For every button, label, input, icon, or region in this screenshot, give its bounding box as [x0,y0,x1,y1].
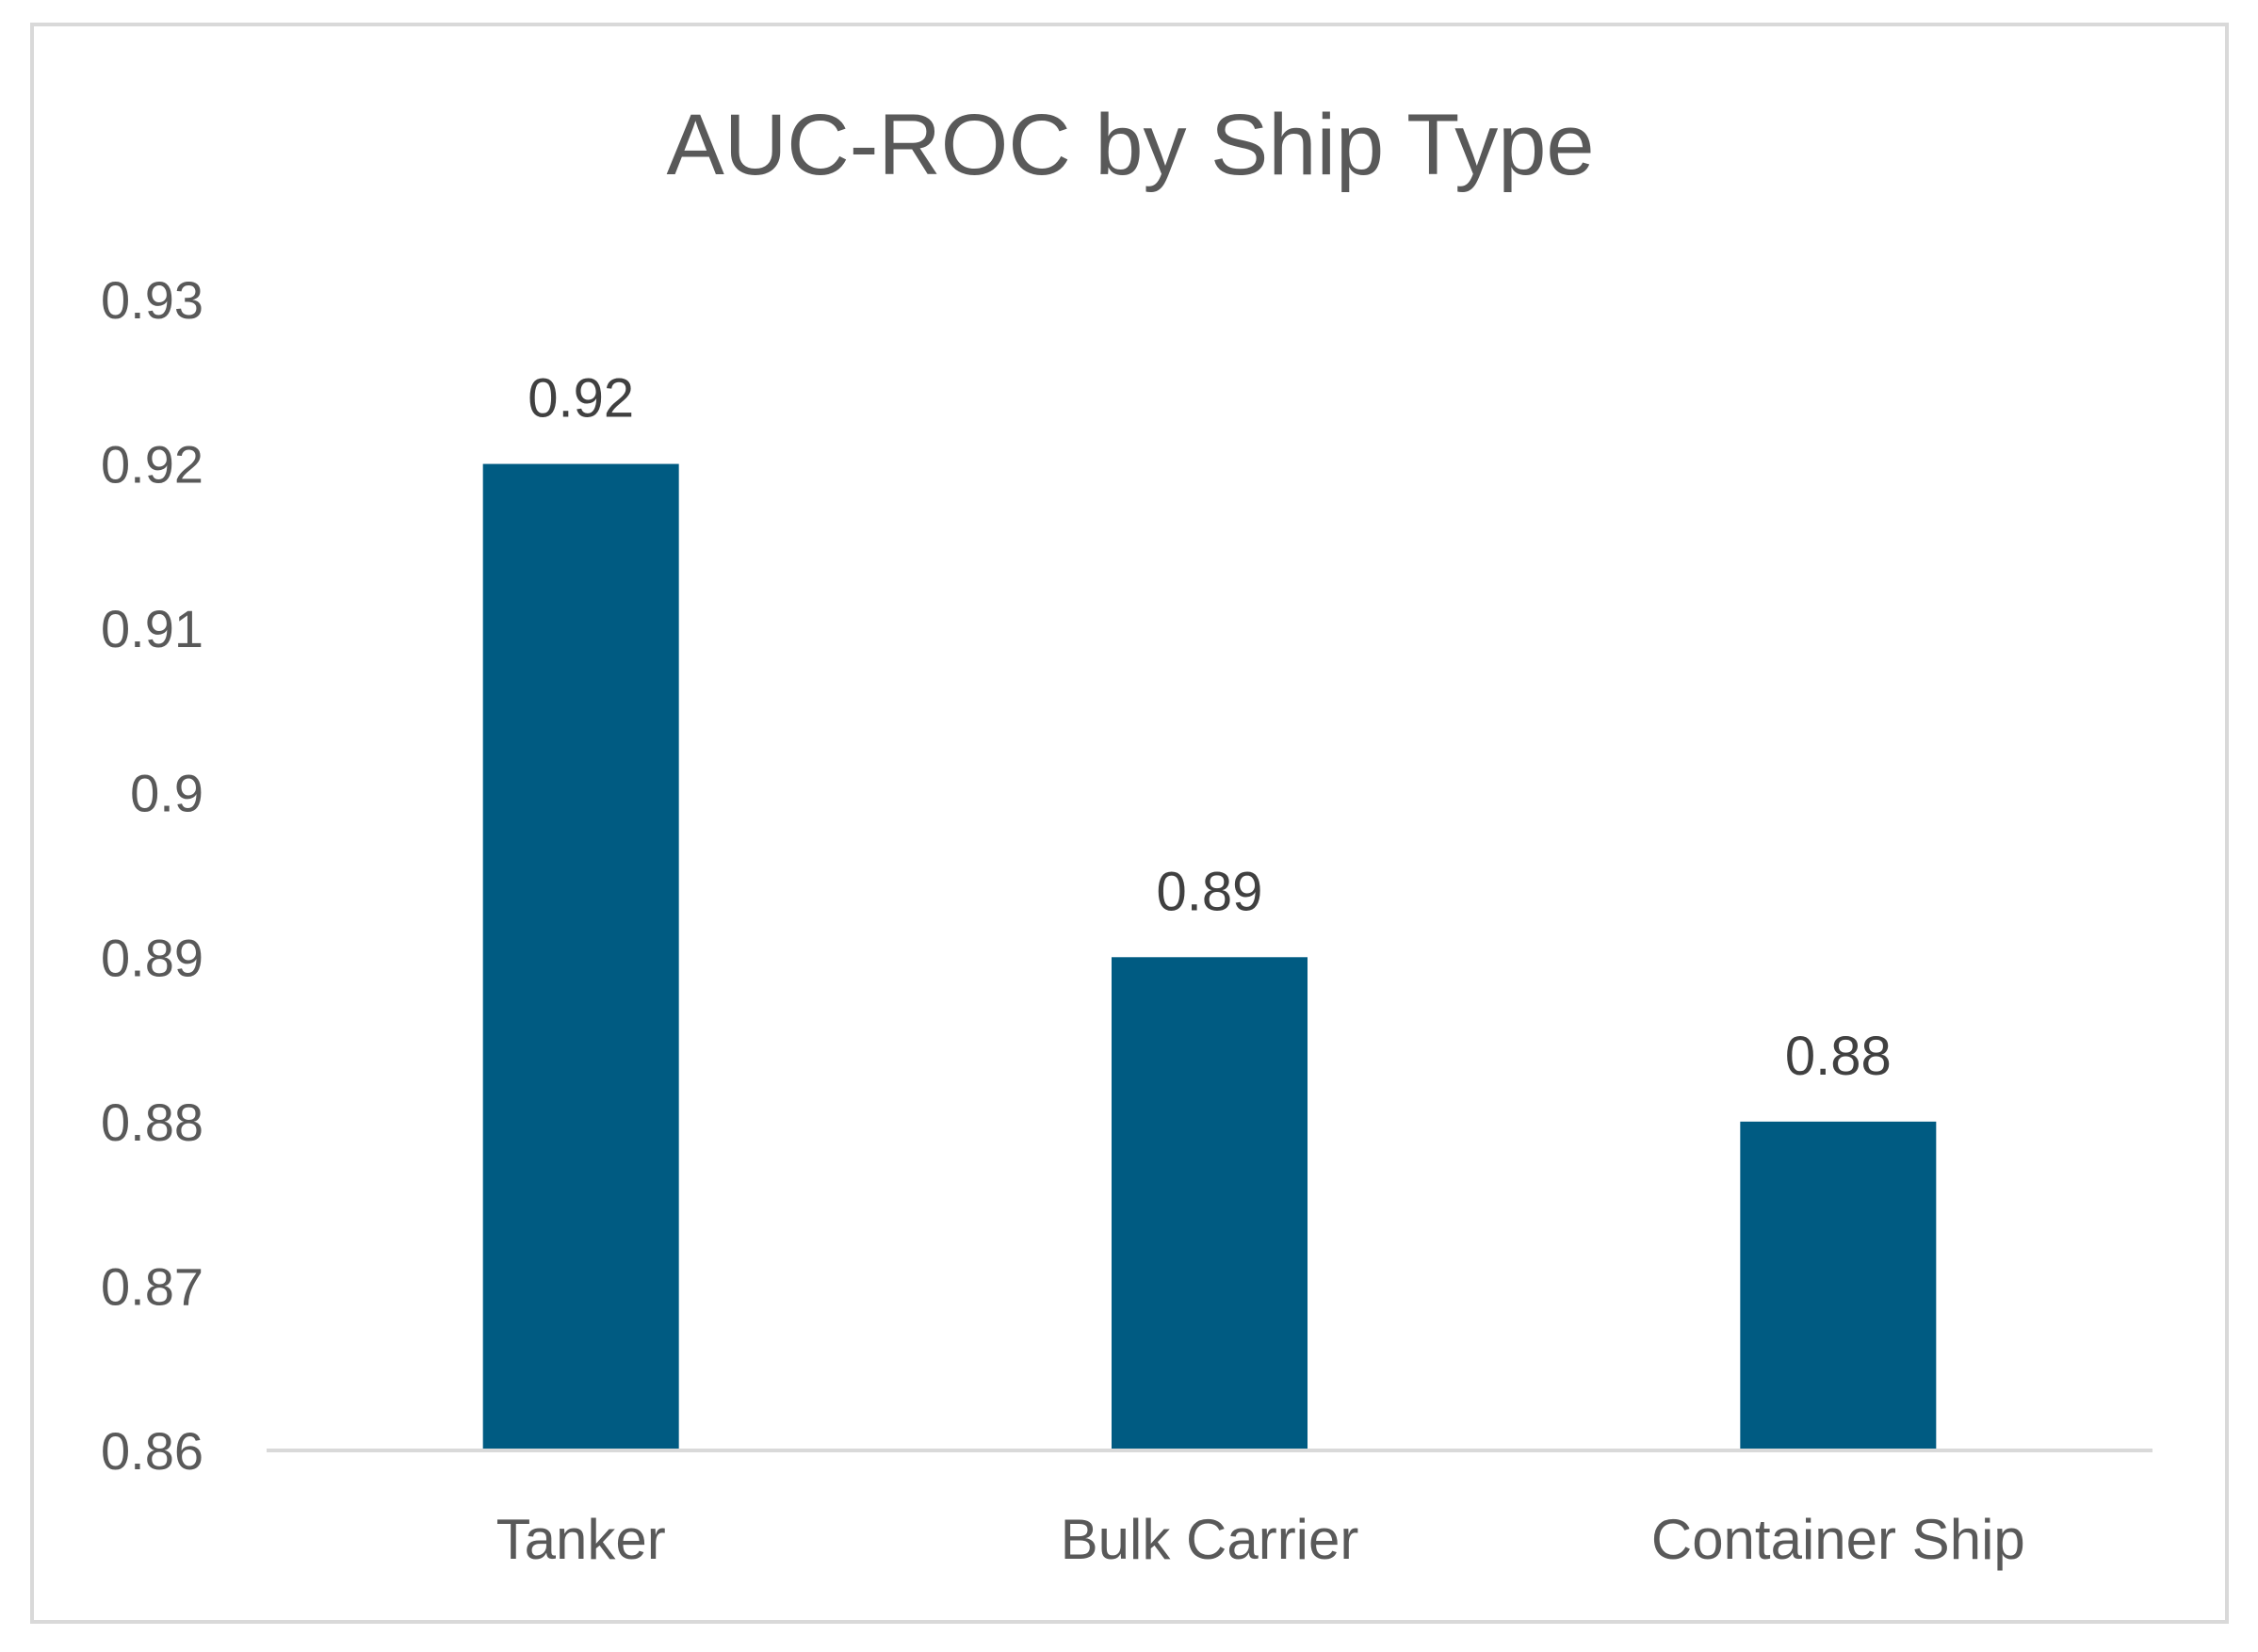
x-tick-label: Tanker [496,1508,666,1571]
data-label: 0.89 [1157,861,1263,922]
bar [1740,1121,1937,1450]
chart-title: AUC-ROC by Ship Type [666,97,1594,193]
y-tick-label: 0.92 [101,435,203,494]
data-label: 0.92 [528,368,634,429]
y-tick-label: 0.93 [101,270,203,330]
y-tick-label: 0.89 [101,928,203,987]
y-tick-label: 0.86 [101,1421,203,1481]
y-tick-label: 0.88 [101,1093,203,1152]
y-tick-label: 0.87 [101,1256,203,1316]
bar [1112,957,1308,1450]
data-label: 0.88 [1785,1026,1892,1087]
bars [482,463,1937,1451]
x-tick-label: Bulk Carrier [1061,1508,1359,1571]
data-labels: 0.92 0.89 0.88 [528,368,1892,1087]
x-tick-label: Container Ship [1651,1508,2025,1571]
y-tick-label: 0.91 [101,599,203,658]
bar [482,463,679,1451]
y-axis-ticks: 0.86 0.87 0.88 0.89 0.9 0.91 0.92 0.93 [101,270,203,1481]
x-axis-labels: Tanker Bulk Carrier Container Ship [496,1508,2025,1571]
y-tick-label: 0.9 [130,764,203,823]
